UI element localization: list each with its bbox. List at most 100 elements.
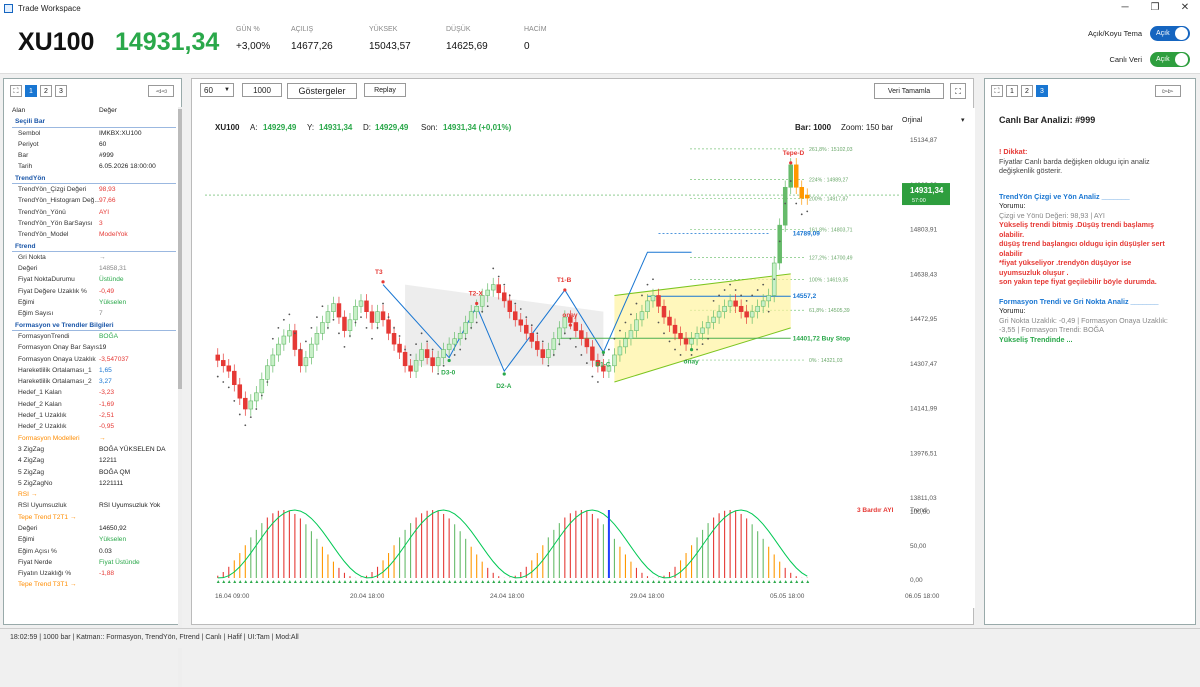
trendyon-msg-4: son yakın tepe fiyat geçilebilir böyle d… [999,277,1157,286]
price-chart[interactable]: 261,8% : 15102,03 224% : 14989,27 200% : 1… [205,108,975,608]
expand-right-button[interactable]: ▻▻ [1155,85,1181,97]
up-arrow-icon: ▲ [706,579,711,585]
grid-row[interactable]: Hareketlilik Ortalaması_1 1,65 [12,365,176,376]
candle [320,322,325,334]
ftrend-dot [558,343,561,346]
grid-row[interactable]: Eğim Sayısı 7 [12,308,176,319]
grid-row[interactable]: Değeri 14650,92 [12,523,176,534]
maximize-button[interactable]: ❐ [1150,2,1160,13]
grid-row[interactable]: 5 ZigZag BOĞA QM [12,467,176,478]
theme-toggle[interactable]: Açık [1150,26,1190,41]
grid-row[interactable]: 5 ZigZagNo 1221111 [12,478,176,489]
grid-row[interactable]: 4 ZigZag 12211 [12,455,176,466]
grid-row[interactable]: TrendYön_Model ModelYok [12,229,176,240]
grid-row[interactable]: Tepe Trend T3T1 → [12,579,176,590]
up-arrow-icon: ▲ [513,579,518,585]
grid-row[interactable]: Eğim Açısı % 0.03 [12,546,176,557]
chart-area[interactable]: 261,8% : 15102,03 224% : 14989,27 200% : 1… [205,108,975,608]
grid-row[interactable]: Formasyon Onaya Uzaklık -3,547037 [12,354,176,365]
grid-section[interactable]: Formasyon ve Trendler Bilgileri [12,320,176,331]
period-select[interactable]: 60 ▼ [200,83,234,97]
grid-row[interactable]: Hedef_2 Kalan -1,69 [12,399,176,410]
grid-row[interactable]: Hedef_1 Kalan -3,23 [12,387,176,398]
stat-open: AÇILIŞ 14677,26 [291,26,333,52]
candle [342,316,347,331]
fullscreen-icon[interactable]: ⛶ [10,85,22,97]
grid-row[interactable]: Fiyat Değere Uzaklık % -0,49 [12,286,176,297]
grid-row[interactable]: TrendYön_Yönü AYI [12,207,176,218]
grid-row[interactable]: TrendYön_Yön BarSayısı 3 [12,218,176,229]
right-tab-1[interactable]: 1 [1006,85,1018,97]
candle [259,378,265,394]
grid-row[interactable]: Hedef_2 Uzaklık -0,95 [12,421,176,432]
fullscreen-icon[interactable]: ⛶ [991,85,1003,97]
toggle-knob [1175,27,1188,40]
grid-row[interactable]: Sembol IMKBX:XU100 [12,128,176,139]
minimize-button[interactable]: ─ [1121,2,1129,13]
grid-row[interactable]: Gri Nokta → [12,252,176,263]
ftrend-dot [679,354,682,356]
grid-key: Tepe Trend T3T1 → [18,581,77,589]
live-data-toggle[interactable]: Açık [1150,52,1190,67]
grid-row[interactable]: Hedef_1 Uzaklık -2,51 [12,410,176,421]
ftrend-dot [497,275,500,278]
grid-row[interactable]: FormasyonTrendi BOĞA [12,331,176,342]
up-arrow-icon: ▲ [442,579,447,585]
ftrend-dot [663,332,665,335]
grid-section[interactable]: Ftrend [12,241,176,252]
ftrend-dot [271,337,274,340]
grid-row[interactable]: Eğimi Yükselen [12,297,176,308]
scroll-thumb[interactable] [178,109,182,389]
up-arrow-icon: ▲ [530,579,535,585]
right-tab-2[interactable]: 2 [1021,85,1033,97]
candle [716,311,722,318]
stat-low: DÜŞÜK 14625,69 [446,26,488,52]
left-scrollbar[interactable] [178,107,182,687]
grid-row[interactable]: Tarih 6.05.2026 18:00:00 [12,161,176,172]
grid-row[interactable]: Periyot 60 [12,139,176,150]
grid-section[interactable]: Seçili Bar [12,116,176,128]
left-tab-1[interactable]: 1 [25,85,37,97]
complete-data-button[interactable]: Veri Tamamla [874,83,944,99]
grid-row[interactable]: Değeri 14858,31 [12,263,176,274]
grid-row[interactable]: RSI Uyumsuzluk RSI Uyumsuzluk Yok [12,500,176,511]
candle [584,338,590,348]
right-tab-3[interactable]: 3 [1036,85,1048,97]
replay-button[interactable]: Replay [364,83,406,97]
ftrend-dot [277,327,280,329]
grid-section[interactable]: TrendYön [12,173,176,185]
grid-row[interactable]: Eğimi Yükselen [12,534,176,545]
collapse-left-button[interactable]: ◅◅ [148,85,174,97]
pivot-dot [689,348,694,352]
grid-row[interactable]: Formasyon Modelleri → [12,433,176,444]
indicators-button[interactable]: Göstergeler [287,83,357,99]
grid-key: Hedef_2 Uzaklık [18,423,67,431]
left-tab-2[interactable]: 2 [40,85,52,97]
close-button[interactable]: ✕ [1180,2,1190,13]
grid-row[interactable]: Formasyon Onay Bar Sayısı 19 [12,342,176,353]
properties-grid[interactable]: Alan Değer Seçili Bar Sembol IMKBX:XU100 Pe… [12,105,176,687]
grid-row[interactable]: RSI → [12,489,176,500]
grid-key: Formasyon Onay Bar Sayısı [18,344,99,352]
grid-row[interactable]: 3 ZigZag BOĞA YÜKSELEN DA [12,444,176,455]
up-arrow-icon: ▲ [535,579,540,585]
bar-count-stepper[interactable]: 1000 [242,83,282,97]
up-arrow-icon: ▲ [563,579,568,585]
up-arrow-icon: ▲ [623,579,628,585]
fullscreen-icon[interactable]: ⛶ [950,83,966,99]
grid-row[interactable]: Tepe Trend T2T1 → [12,512,176,523]
grid-row[interactable]: Hareketlilik Ortalaması_2 3,27 [12,376,176,387]
grid-key: Formasyon ve Trendler Bilgileri [15,321,114,329]
candle [298,349,303,367]
grid-row[interactable]: TrendYön_Histogram Değ... 97,66 [12,195,176,206]
ftrend-dot [789,180,792,182]
ftrend-dot [718,294,720,297]
candle [347,319,353,331]
grid-row[interactable]: TrendYön_Çizgi Değeri 98,93 [12,184,176,195]
grid-row[interactable]: Bar #999 [12,150,176,161]
left-tab-3[interactable]: 3 [55,85,67,97]
grid-row[interactable]: Fiyat NoktaDurumu Üstünde [12,274,176,285]
up-arrow-icon: ▲ [287,579,292,585]
grid-row[interactable]: Fiyat Nerde Fiyat Üstünde [12,557,176,568]
grid-row[interactable]: Fiyatın Uzaklığı % -1,88 [12,568,176,579]
